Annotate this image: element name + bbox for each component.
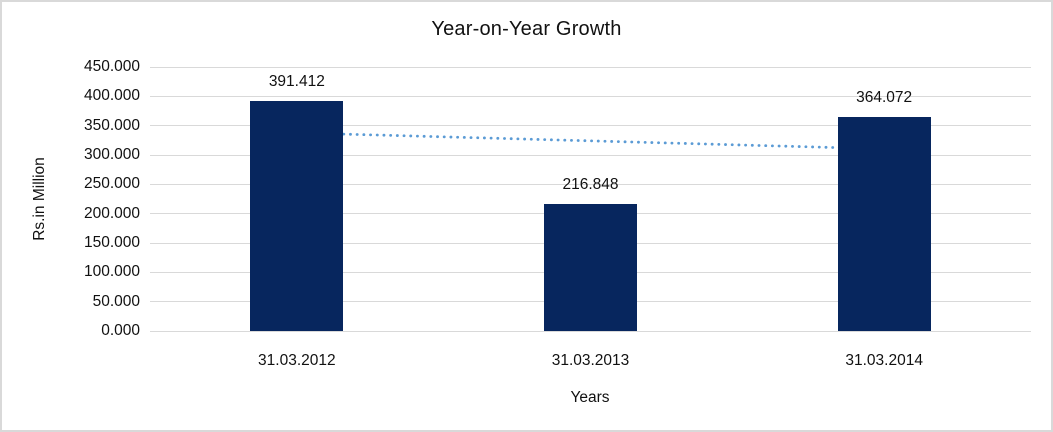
gridline: [150, 66, 1031, 68]
bar-value-label: 216.848: [562, 175, 619, 193]
bar: [837, 117, 931, 331]
y-tick-label: 300.000: [83, 146, 140, 163]
gridline: [150, 125, 1031, 127]
gridline: [150, 330, 1031, 332]
x-axis-title: Years: [570, 389, 610, 406]
y-tick-label: 200.000: [83, 204, 140, 222]
x-tick-label: 31.03.2013: [551, 352, 630, 369]
x-tick-label: 31.03.2012: [258, 352, 336, 369]
gridline: [150, 183, 1031, 185]
trendline: [295, 131, 886, 151]
gridline: [150, 95, 1031, 97]
chart-title: Year-on-Year Growth: [431, 18, 622, 40]
y-tick-label: 250.000: [83, 175, 140, 193]
bar: [544, 203, 637, 331]
bar-value-label: 391.412: [268, 73, 325, 91]
y-tick-label: 350.000: [83, 116, 140, 134]
gridline: [150, 154, 1031, 156]
x-tick-label: 31.03.2014: [845, 352, 923, 369]
bar: [250, 101, 344, 331]
y-tick-label: 50.000: [92, 292, 140, 310]
y-tick-label: 450.000: [83, 58, 140, 75]
y-tick-label: 400.000: [83, 87, 140, 105]
y-tick-label: 150.000: [83, 234, 140, 251]
bar-value-label: 364.072: [856, 89, 913, 107]
y-tick-label: 0.000: [101, 322, 140, 339]
y-tick-label: 100.000: [83, 263, 140, 281]
